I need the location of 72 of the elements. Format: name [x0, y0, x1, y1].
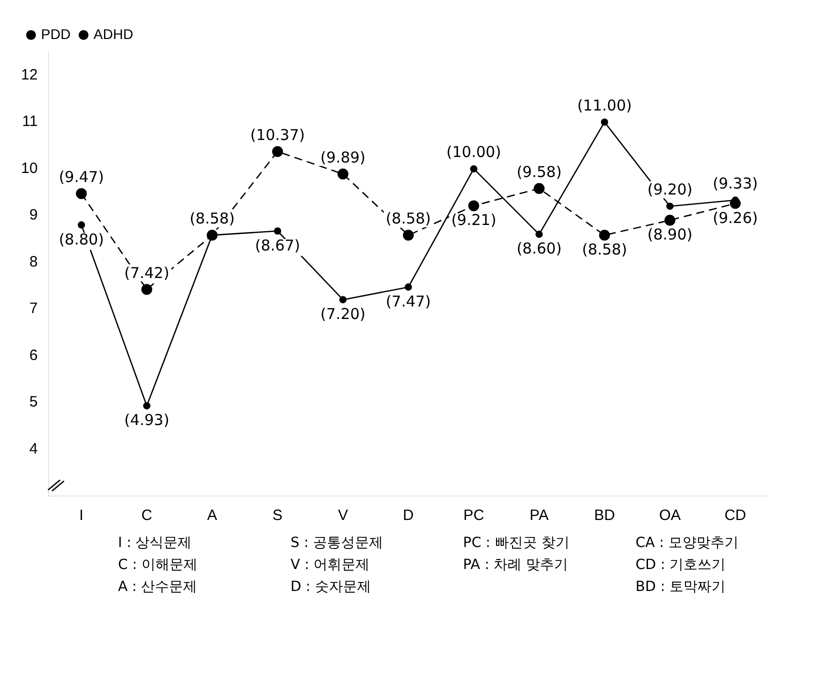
text: D : 숫자문제 [290, 578, 372, 596]
point [274, 227, 282, 235]
text: C : 이해문제 [118, 556, 198, 574]
point [76, 188, 87, 200]
data-label: (7.47) [386, 292, 431, 310]
data-label: (9.26) [712, 208, 758, 227]
y-tick-label: 4 [29, 440, 38, 458]
data-label: (8.58) [190, 210, 235, 228]
x-tick-label: S [272, 507, 283, 524]
point [339, 296, 347, 304]
y-tick-label: 11 [22, 113, 38, 130]
data-label: (8.58) [582, 240, 628, 259]
data-label: (7.42) [124, 264, 170, 282]
data-label: (9.47) [58, 168, 104, 186]
data-label: (9.21) [451, 211, 496, 230]
y-tick-label: 12 [20, 66, 38, 84]
point [272, 146, 284, 157]
data-label: (10.00) [446, 143, 502, 162]
legend-label: PDD [41, 26, 71, 42]
point [404, 283, 412, 291]
text: PA : 차례 맞추기 [463, 556, 570, 574]
point [600, 118, 608, 126]
x-tick-label: CD [724, 507, 746, 524]
y-tick-label: 8 [29, 253, 38, 270]
text: BD : 토막짜기 [636, 578, 727, 596]
point [78, 221, 86, 229]
data-label: (8.67) [255, 236, 300, 254]
point [338, 168, 348, 180]
data-label: (8.80) [58, 230, 104, 248]
x-tick-label: A [207, 507, 218, 524]
y-tick-label: 9 [29, 206, 38, 224]
x-tick-label: BD [594, 507, 616, 524]
point [599, 230, 610, 241]
y-tick-label: 7 [29, 300, 38, 318]
y-tick-label: 10 [20, 160, 38, 177]
point [535, 230, 543, 238]
x-tick-label: D [402, 507, 414, 524]
data-label: (9.33) [712, 174, 758, 193]
text: PC : 빠진곳 찾기 [463, 534, 570, 552]
data-label: (7.20) [320, 305, 366, 324]
text: A : 산수문제 [118, 578, 198, 596]
text: V : 어휘문제 [290, 556, 371, 574]
legend-label: ADHD [94, 26, 134, 42]
text: CD : 기호쓰기 [636, 556, 727, 574]
x-tick-label: PA [530, 507, 549, 524]
point [468, 200, 480, 212]
y-tick-label: 6 [29, 346, 38, 364]
data-label: (4.93) [124, 411, 170, 430]
text: CA : 모양맞추기 [636, 534, 740, 552]
data-label: (9.20) [647, 180, 692, 199]
x-tick-label: I [79, 507, 84, 524]
x-tick-label: OA [659, 507, 681, 524]
point [534, 183, 545, 194]
x-tick-label: PC [463, 507, 484, 524]
point [664, 214, 676, 226]
point [666, 202, 674, 210]
data-label: (8.60) [516, 240, 562, 258]
y-tick-label: 5 [29, 394, 38, 411]
point [470, 165, 478, 172]
x-tick-label: C [141, 507, 152, 524]
data-label: (11.00) [577, 96, 632, 114]
x-tick-label: V [338, 507, 348, 524]
text: I : 상식문제 [118, 534, 193, 552]
data-label: (9.89) [320, 148, 366, 166]
data-label: (8.90) [647, 226, 692, 244]
point [143, 402, 150, 410]
data-label: (10.37) [250, 126, 305, 144]
point [402, 230, 414, 241]
point [141, 284, 152, 295]
data-label: (9.58) [516, 162, 562, 181]
text: S : 공통성문제 [290, 534, 384, 552]
data-label: (8.58) [386, 210, 431, 228]
